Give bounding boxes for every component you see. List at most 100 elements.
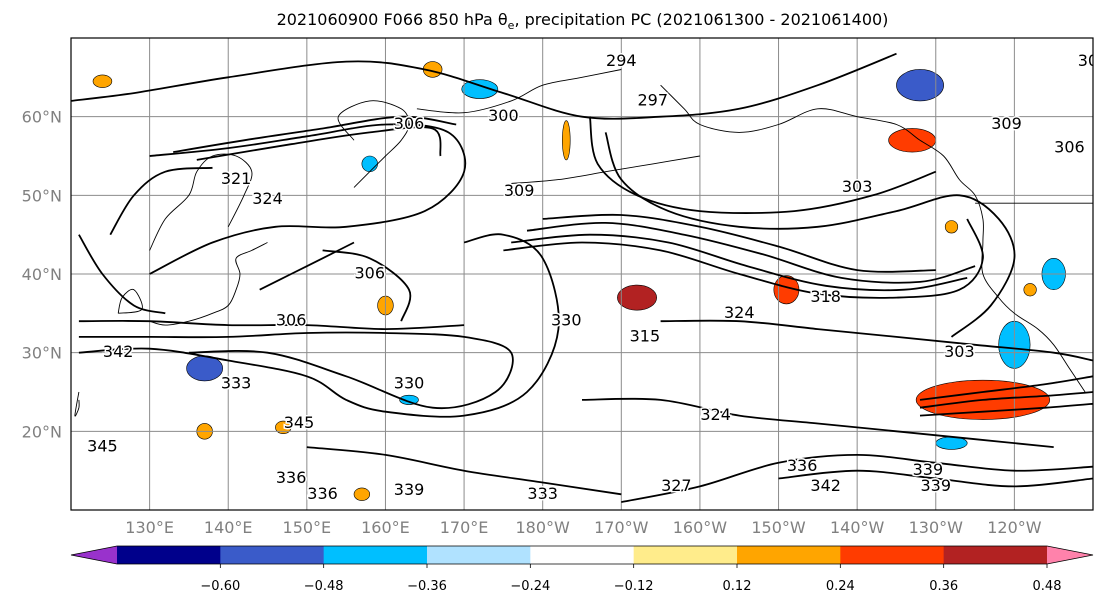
- contour-label: 306: [394, 114, 425, 133]
- precip-area: [275, 420, 292, 434]
- theta-e-contour: [660, 319, 1093, 362]
- colorbar-tick-label: 0.24: [826, 579, 855, 594]
- contour-label: 342: [103, 342, 134, 361]
- contour-label: 303: [944, 342, 975, 361]
- contour-label: 306: [276, 311, 307, 330]
- contour-label: 321: [221, 169, 252, 188]
- title-prefix: 2021060900 F066 850 hPa θ: [276, 10, 508, 29]
- contour-label: 336: [276, 468, 307, 487]
- contour-label: 324: [724, 303, 755, 322]
- precip-area: [944, 220, 959, 234]
- colorbar-swatch: [530, 546, 635, 564]
- precip-area: [186, 355, 224, 382]
- contour-label: 345: [284, 413, 315, 432]
- precip-area: [353, 487, 371, 501]
- theta-e-contours: [71, 52, 1093, 503]
- longitude-label: 160°W: [673, 518, 728, 537]
- contour-label: 324: [700, 405, 731, 424]
- contour-label: 306: [354, 264, 385, 283]
- colorbar-swatch: [840, 546, 945, 564]
- colorbar-tick-label: 0.48: [1033, 579, 1062, 594]
- precip-area: [92, 74, 113, 88]
- latitude-label: 20°N: [22, 422, 62, 441]
- precip-area: [399, 394, 419, 405]
- precip-area: [1023, 283, 1037, 297]
- contour-label: 339: [394, 480, 425, 499]
- theta-e-contour: [173, 115, 457, 153]
- contour-label: 309: [504, 181, 535, 200]
- theta-e-contour: [149, 123, 467, 275]
- theta-e-contour: [919, 391, 1093, 409]
- longitude-label: 130°E: [125, 518, 174, 537]
- theta-e-contour: [511, 233, 968, 292]
- colorbar-swatch: [117, 546, 221, 564]
- precip-area: [461, 79, 499, 99]
- colorbar-swatch: [737, 546, 841, 564]
- coastline: [416, 69, 622, 114]
- colorbar-tick-label: −0.12: [614, 579, 654, 594]
- theta-e-contour: [589, 116, 937, 214]
- precip-area: [896, 69, 944, 102]
- longitude-label: 130°W: [909, 518, 964, 537]
- colorbar-tick-label: −0.36: [407, 579, 447, 594]
- colorbar-tick-label: −0.60: [200, 579, 240, 594]
- theta-e-contour: [78, 319, 465, 331]
- contour-label: 345: [87, 437, 118, 456]
- longitude-label: 140°W: [830, 518, 885, 537]
- longitude-label: 170°W: [594, 518, 649, 537]
- precip-area: [562, 120, 571, 161]
- longitude-labels: 130°E 140°E 150°E 160°E 170°E 180°W 170°W 160°W…: [125, 518, 1041, 537]
- title-suffix: , precipitation PC (2021061300 - 2021061…: [514, 10, 889, 29]
- longitude-label: 150°W: [751, 518, 806, 537]
- contour-label: 330: [394, 374, 425, 393]
- theta-e-contour: [621, 453, 1093, 503]
- theta-e-contour: [78, 233, 560, 418]
- theta-e-contour: [196, 126, 442, 161]
- contour-label: 306: [1054, 138, 1085, 157]
- longitude-label: 150°E: [283, 518, 332, 537]
- colorbar-swatch: [323, 546, 428, 564]
- theta-e-contour: [71, 52, 897, 120]
- colorbar: −0.60 −0.48 −0.36 −0.24 −0.12 0.12 0.24 0.36 0.4…: [70, 545, 1094, 594]
- theta-e-contour: [542, 213, 936, 273]
- contour-label: 342: [810, 476, 841, 495]
- theta-e-contour: [503, 218, 984, 299]
- contour-label: 339: [913, 460, 944, 479]
- colorbar-swatch: [427, 546, 531, 564]
- contour-label: 315: [630, 326, 661, 345]
- theta-e-contour: [109, 166, 213, 236]
- theta-e-contour: [919, 402, 1093, 417]
- contour-label: 306: [1078, 51, 1105, 70]
- colorbar-tick-label: −0.24: [510, 579, 550, 594]
- coastline: [117, 288, 143, 314]
- colorbar-swatch: [943, 546, 1048, 564]
- precip-area: [617, 284, 657, 311]
- theta-e-contour: [306, 446, 622, 496]
- contour-label: 324: [252, 189, 283, 208]
- contour-label: 300: [488, 106, 519, 125]
- longitude-label: 140°E: [204, 518, 253, 537]
- theta-e-contour: [526, 221, 976, 284]
- colorbar-tick-label: 0.12: [723, 579, 752, 594]
- theta-e-contour: [259, 241, 355, 291]
- theta-e-contour: [581, 397, 1054, 448]
- latitude-labels: 60°N 50°N 40°N 30°N 20°N: [22, 108, 62, 442]
- contour-label: 330: [551, 311, 582, 330]
- contour-label: 336: [787, 456, 818, 475]
- theta-e-contour: [78, 331, 514, 410]
- coastline: [74, 391, 80, 417]
- colorbar-extend-high: [1047, 546, 1093, 564]
- colorbar-swatch: [220, 546, 325, 564]
- theta-e-contour: [78, 234, 166, 315]
- longitude-label: 170°E: [440, 518, 489, 537]
- colorbar-tick-label: 0.36: [929, 579, 958, 594]
- contour-label: 327: [661, 476, 692, 495]
- coastlines: [74, 69, 1093, 417]
- contour-label: 309: [991, 114, 1022, 133]
- colorbar-tick-label: −0.48: [304, 579, 344, 594]
- theta-e-contour: [322, 249, 412, 322]
- longitude-label: 120°W: [987, 518, 1042, 537]
- colorbar-extend-low: [71, 546, 117, 564]
